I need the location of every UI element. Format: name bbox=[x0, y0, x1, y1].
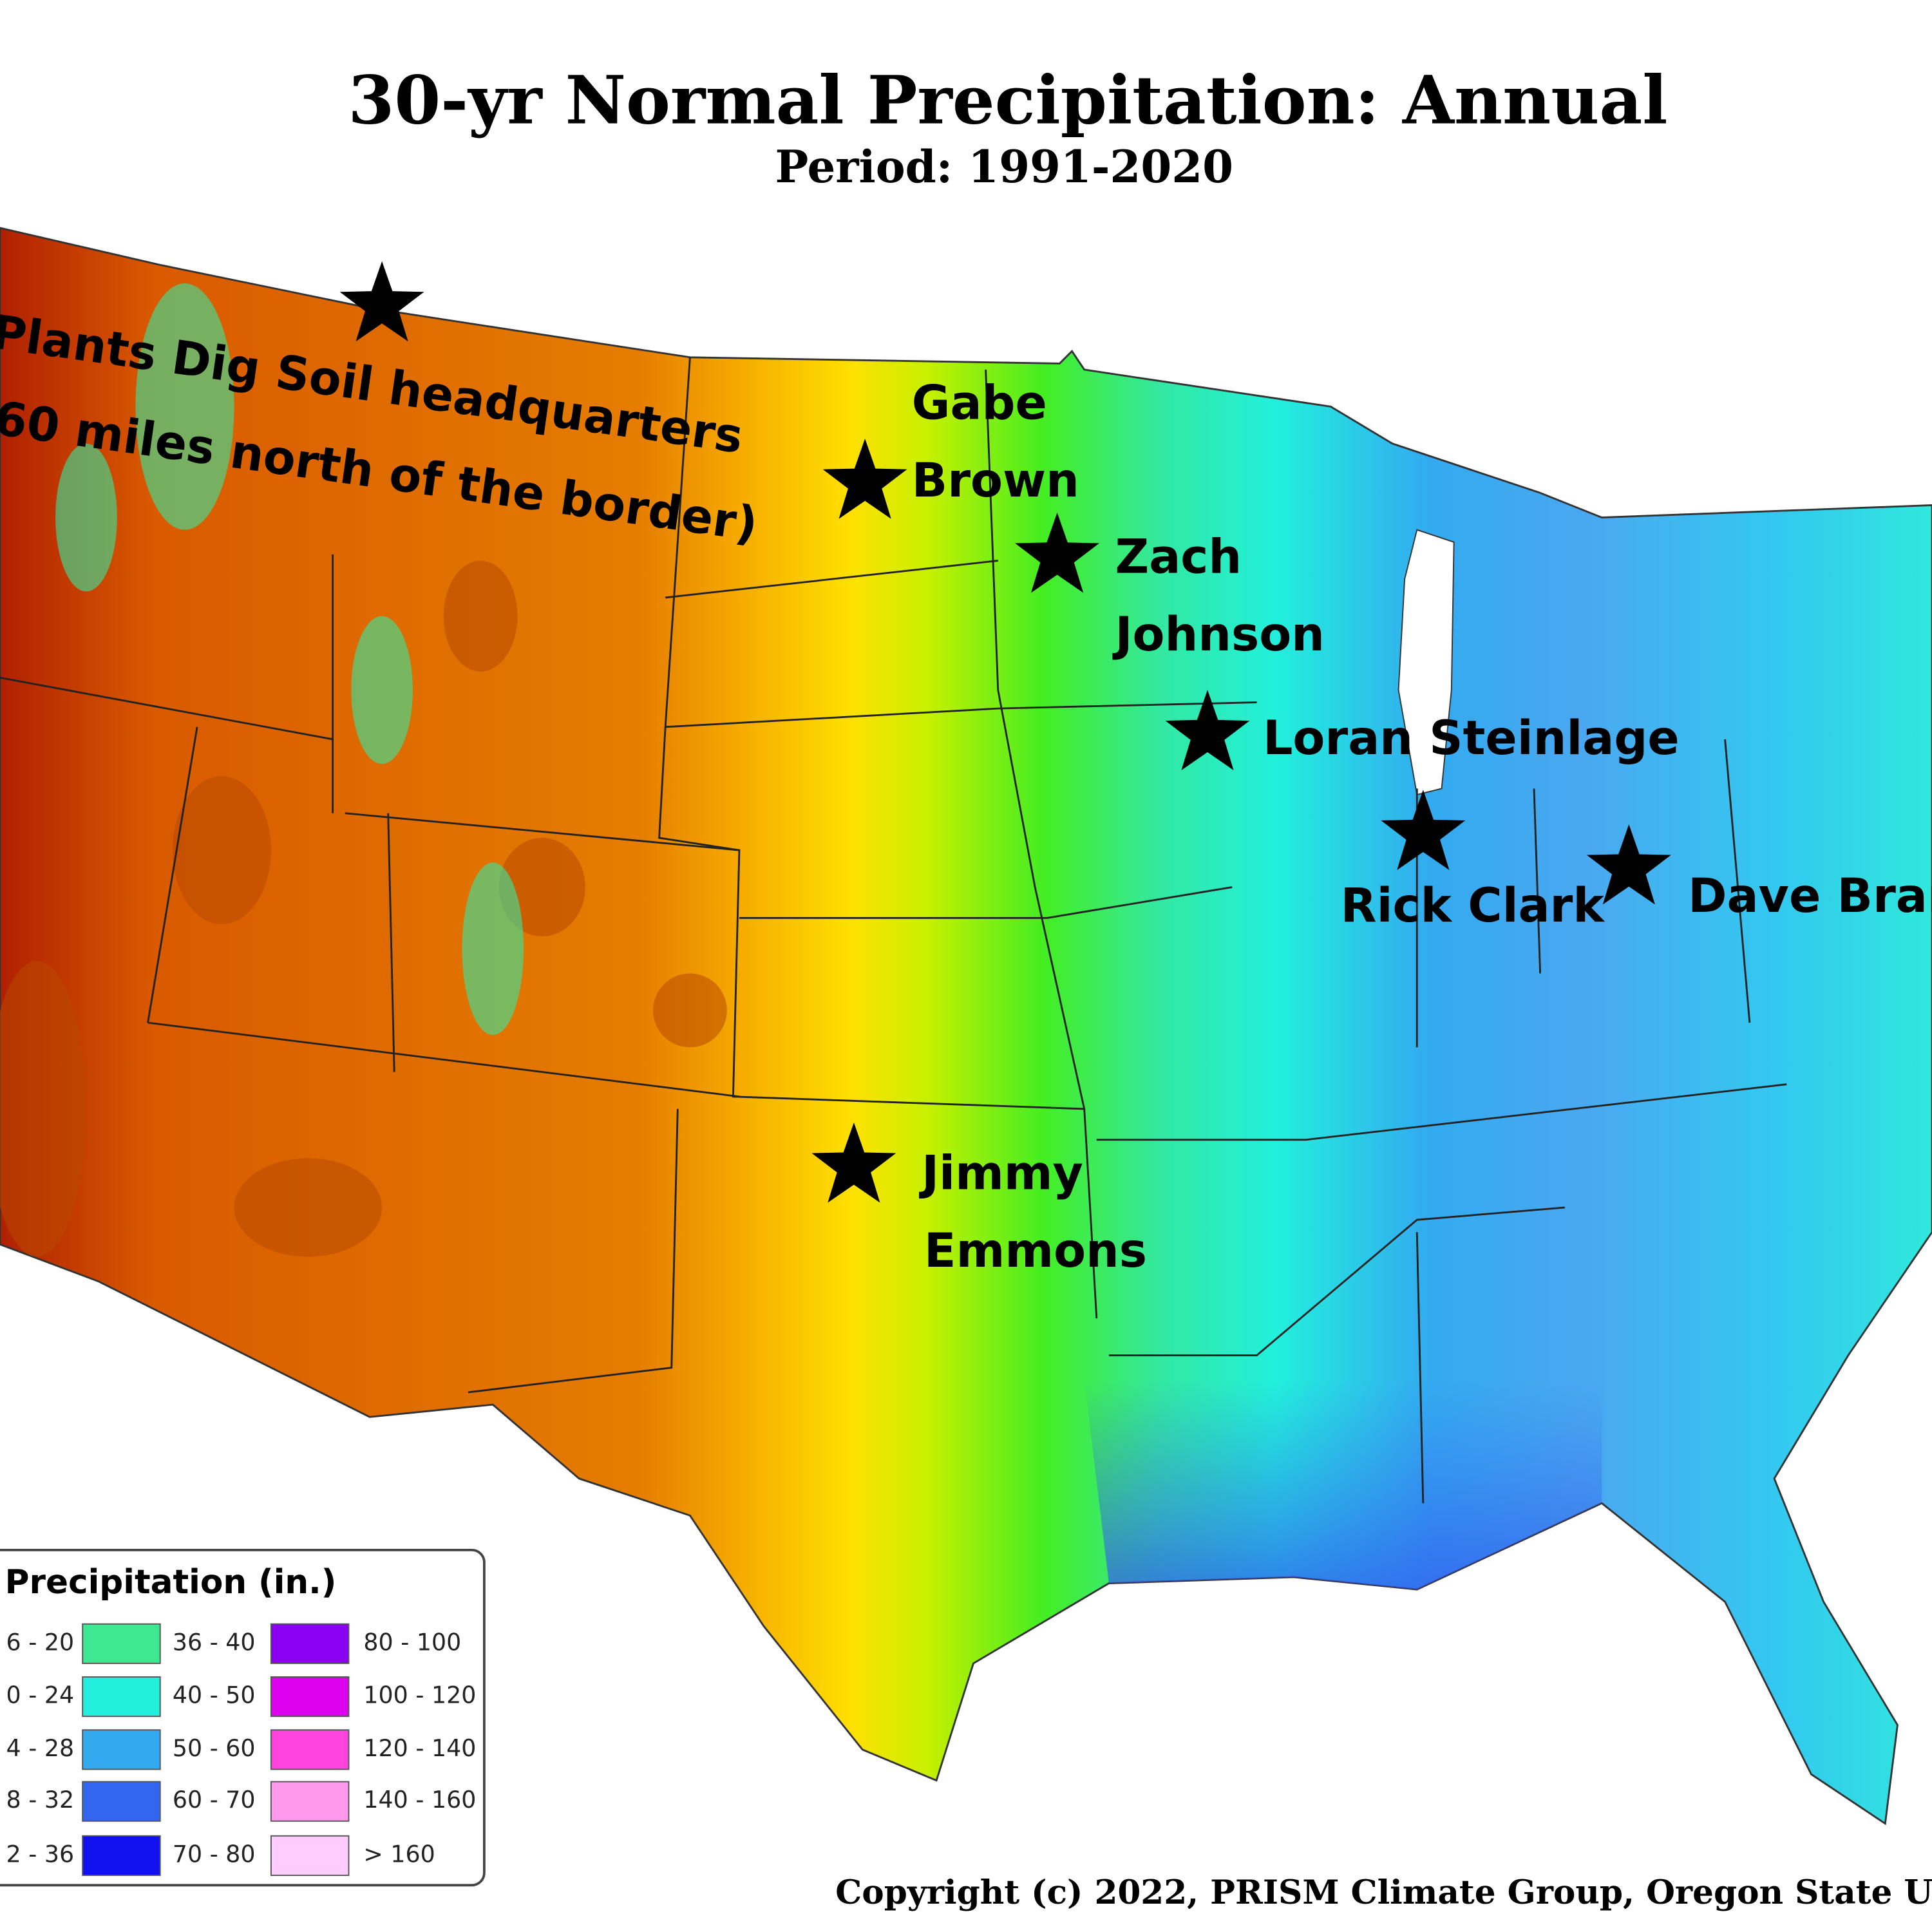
legend-swatch bbox=[270, 1835, 350, 1876]
legend-label: 50 - 60 bbox=[173, 1734, 256, 1762]
legend-label: 80 - 100 bbox=[363, 1628, 461, 1656]
legend-swatch bbox=[82, 1676, 161, 1718]
annotation-text: Loran Steinlage bbox=[1263, 712, 1680, 766]
legend-label: 0 - 24 bbox=[6, 1681, 75, 1709]
subtitle: Period: 1991-2020 bbox=[775, 141, 1234, 193]
legend-label: 8 - 32 bbox=[6, 1786, 75, 1814]
gulf-wet-zone bbox=[1084, 1379, 1602, 1590]
annotation-text: Emmons bbox=[924, 1224, 1147, 1278]
legend-swatch bbox=[270, 1623, 350, 1664]
legend-swatch bbox=[82, 1835, 161, 1876]
legend: Precipitation (in.) 6 - 20 0 - 24 4 - 28 8 … bbox=[0, 1548, 486, 1887]
annotation-text: Dave Bran bbox=[1688, 869, 1932, 923]
annotation-text: Brown bbox=[912, 454, 1079, 508]
legend-label: > 160 bbox=[363, 1840, 435, 1868]
mountain-wet-zones bbox=[55, 283, 524, 1036]
legend-label: 60 - 70 bbox=[173, 1786, 256, 1814]
legend-label: 36 - 40 bbox=[173, 1628, 256, 1656]
legend-swatch bbox=[82, 1781, 161, 1822]
annotation-text: Gabe bbox=[912, 377, 1047, 431]
state-borders bbox=[0, 357, 1787, 1504]
legend-label: 6 - 20 bbox=[6, 1628, 75, 1656]
annotation-text: Johnson bbox=[1112, 608, 1325, 662]
legend-title: Precipitation (in.) bbox=[5, 1563, 337, 1602]
legend-label: 40 - 50 bbox=[173, 1681, 256, 1709]
annotation-text: Zach bbox=[1115, 531, 1242, 585]
copyright: Copyright (c) 2022, PRISM Climate Group,… bbox=[835, 1873, 1932, 1912]
stars bbox=[339, 261, 1671, 1203]
star-marker bbox=[822, 439, 907, 519]
star-marker bbox=[811, 1122, 896, 1203]
title: 30-yr Normal Precipitation: Annual bbox=[348, 61, 1668, 139]
legend-label: 4 - 28 bbox=[6, 1734, 75, 1762]
star-marker bbox=[1015, 512, 1100, 593]
legend-label: 120 - 140 bbox=[363, 1734, 476, 1762]
legend-label: 140 - 160 bbox=[363, 1786, 476, 1814]
map bbox=[0, 227, 1932, 1826]
lake-michigan bbox=[1397, 529, 1455, 796]
star-marker bbox=[1381, 790, 1466, 870]
legend-label: 100 - 120 bbox=[363, 1681, 476, 1709]
star-marker bbox=[1165, 690, 1250, 770]
star-marker bbox=[339, 261, 424, 342]
legend-label: 2 - 36 bbox=[6, 1840, 75, 1868]
legend-swatch bbox=[270, 1676, 350, 1718]
legend-label: 70 - 80 bbox=[173, 1840, 256, 1868]
legend-swatch bbox=[82, 1729, 161, 1770]
legend-swatch bbox=[270, 1781, 350, 1822]
legend-swatch bbox=[270, 1729, 350, 1770]
star-marker bbox=[1586, 824, 1671, 905]
annotation-text: Rick Clark bbox=[1341, 879, 1605, 933]
annotation-text: Jimmy bbox=[918, 1146, 1083, 1200]
legend-swatch bbox=[82, 1623, 161, 1664]
